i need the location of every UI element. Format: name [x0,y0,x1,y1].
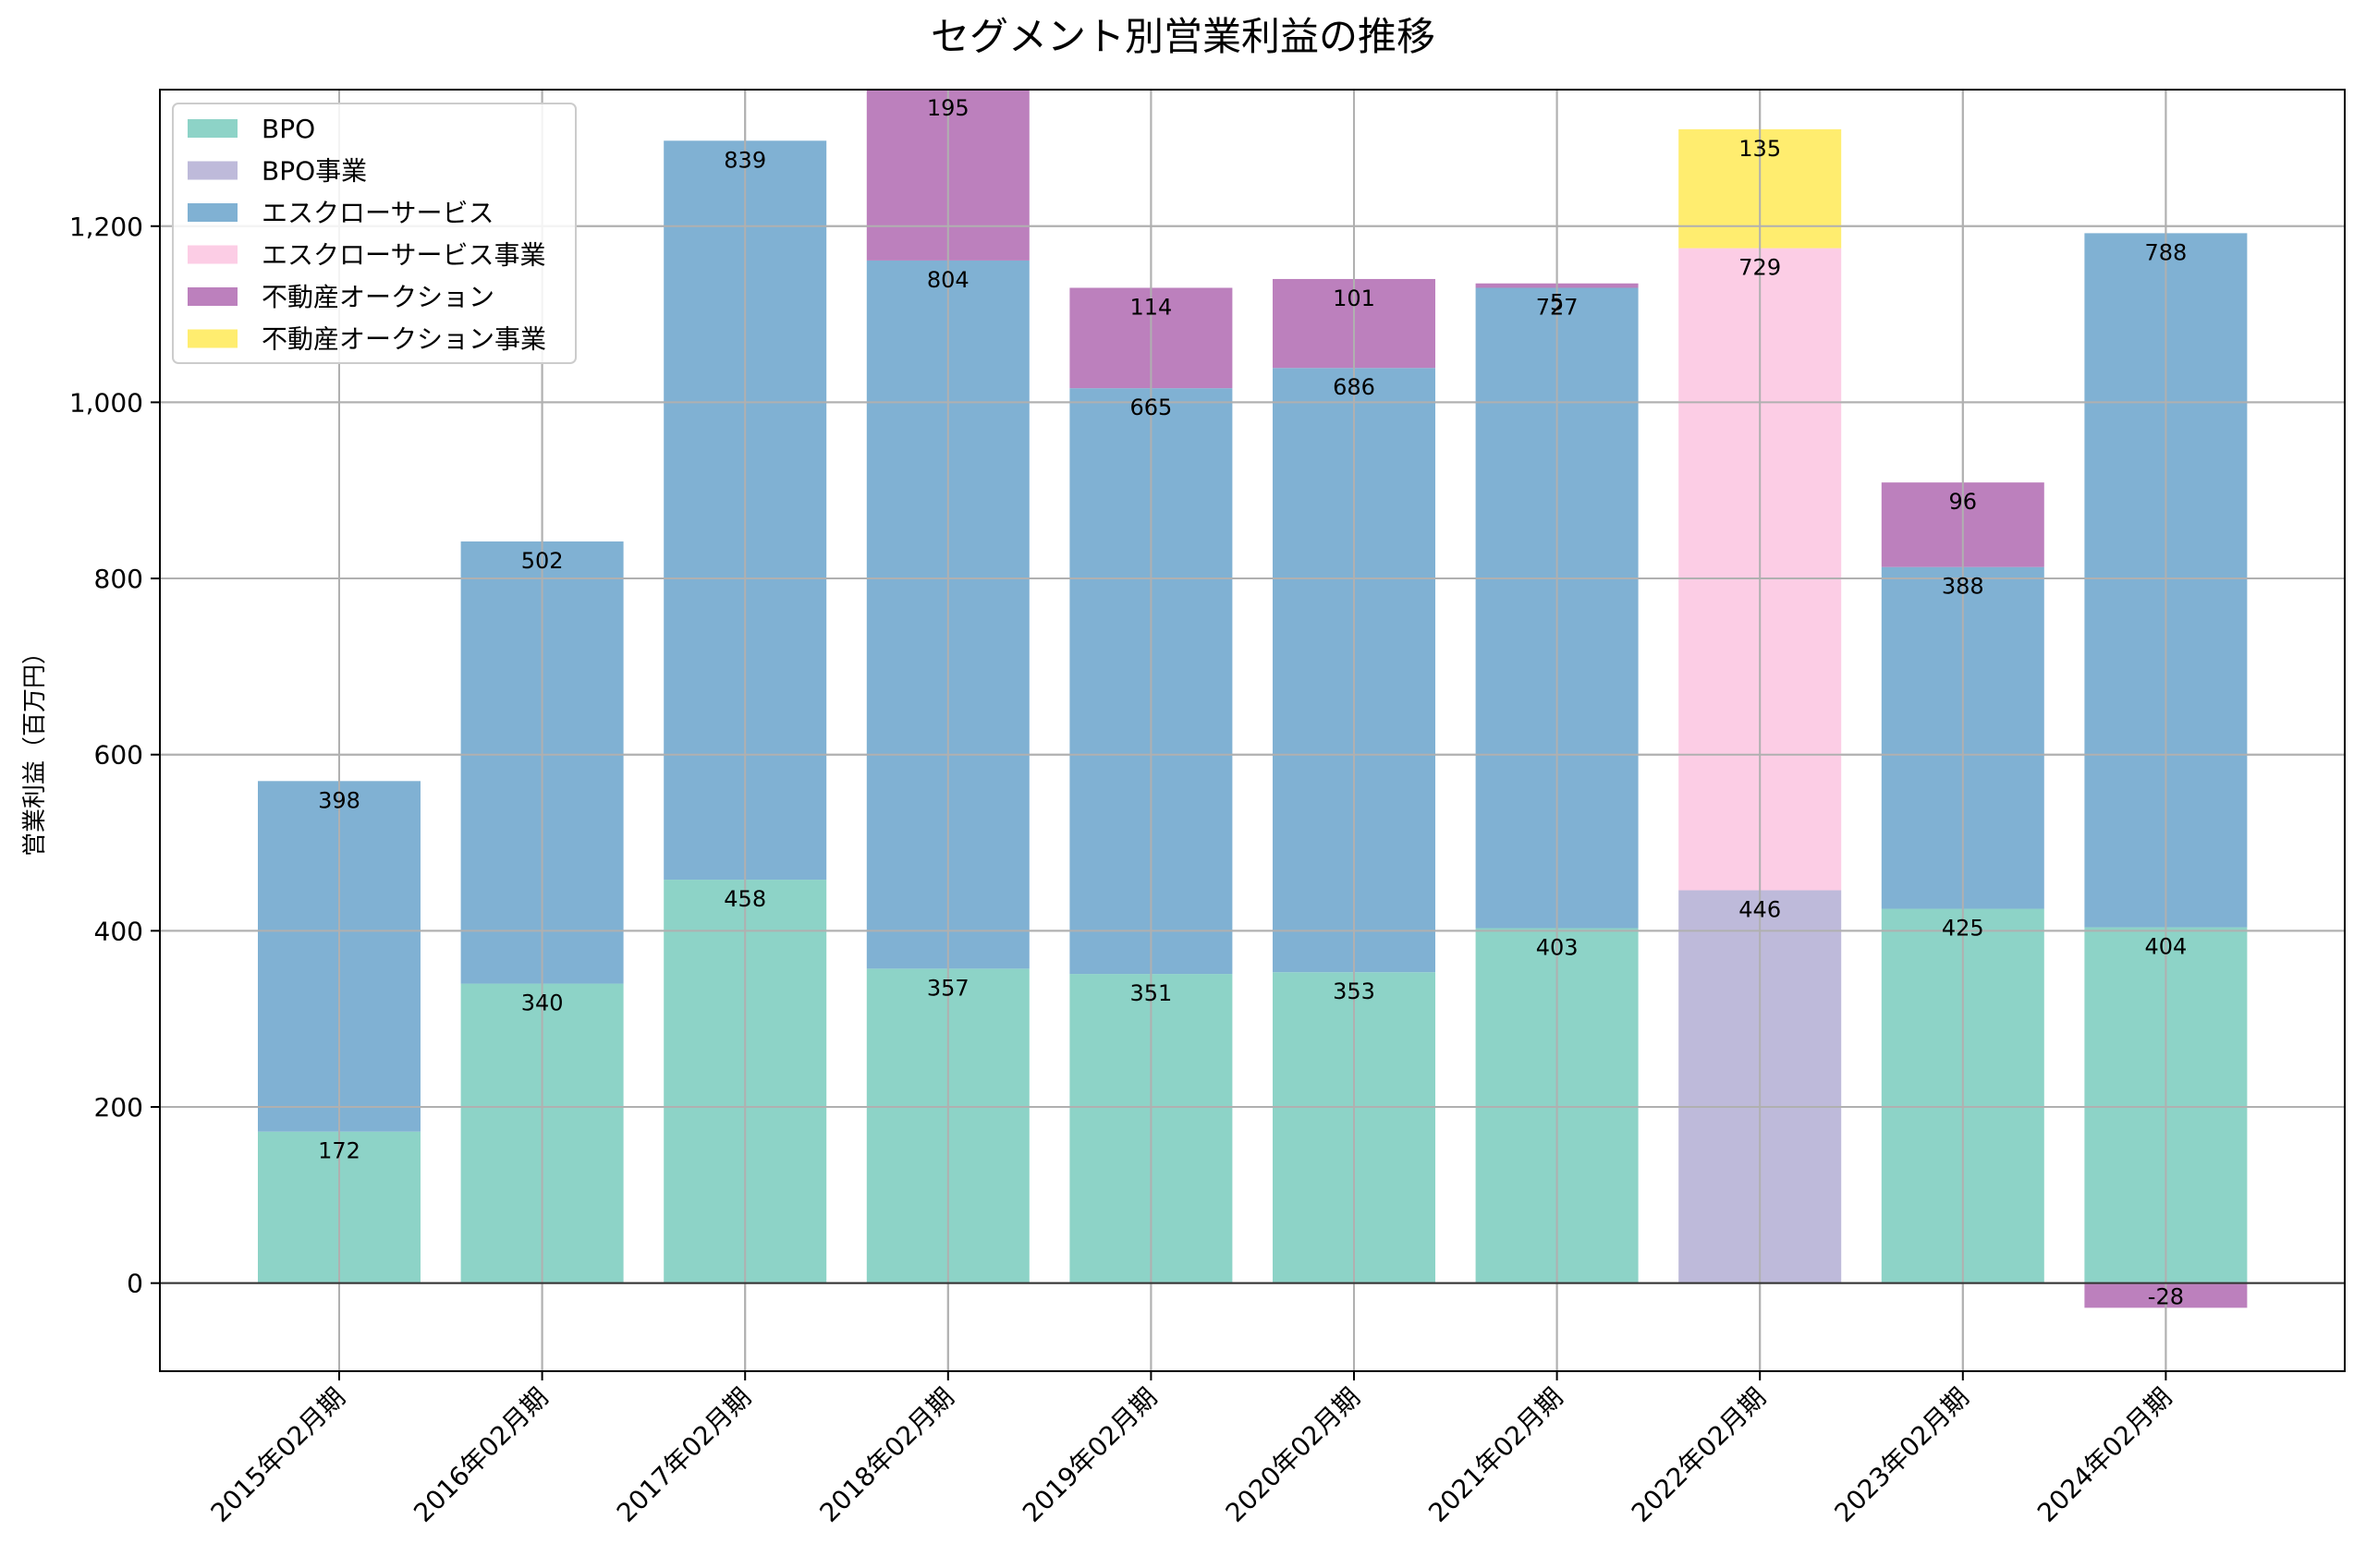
data-label: 172 [318,1138,360,1164]
data-label: 729 [1738,255,1781,281]
data-label: 96 [1949,489,1978,515]
y-tick-label: 600 [94,740,143,771]
data-label: 804 [927,267,970,293]
bars-layer [160,89,2345,1371]
data-labels-layer: 172 340 458 357 351 353 403 425 404 446 398 502 839 8… [318,95,2187,1309]
legend-swatch [188,119,238,138]
legend-label: BPO [262,114,315,144]
data-label: 788 [2144,239,2187,265]
data-label: 458 [724,886,766,912]
data-label: 425 [1942,916,1984,942]
y-tick-label: 1,000 [69,387,143,418]
chart-title: セグメント別営業利益の推移 [931,14,1435,59]
data-label: 388 [1942,574,1984,600]
legend-label: 不動産オークション [262,282,494,312]
y-tick-label: 800 [94,564,143,594]
data-label: 357 [927,975,970,1001]
data-label: 727 [1536,294,1579,320]
legend-label: BPO事業 [262,156,367,187]
axes-frame [159,89,2346,1372]
y-tick-label: 0 [127,1269,143,1299]
data-label: 839 [724,147,766,173]
data-label: 403 [1536,935,1579,961]
data-label: 135 [1738,136,1781,162]
legend-swatch [188,329,238,348]
data-label: 686 [1333,374,1375,400]
data-label: 340 [521,991,564,1016]
y-axis-label: 営業利益（百万円） [21,640,49,857]
legend-swatch [188,161,238,180]
data-label: 404 [2144,934,2187,960]
legend: BPO BPO事業エスクローサービスエスクローサービス事業不動産オークション不動産… [172,103,577,364]
data-label: 665 [1129,395,1172,420]
y-tick-label: 1,200 [69,212,143,242]
legend-label: エスクローサービス事業 [262,240,545,271]
legend-label: エスクローサービス [262,198,494,228]
data-label: 101 [1333,286,1375,311]
legend-swatch [188,245,238,264]
data-label: 353 [1333,978,1375,1004]
data-label: 502 [521,548,564,574]
data-label: 5 [1550,290,1564,316]
data-label: 114 [1129,294,1172,320]
y-tick-label: 400 [94,916,143,946]
legend-box [172,103,577,364]
data-label: 195 [927,95,970,121]
data-label: 446 [1738,897,1781,923]
legend-swatch [188,287,238,306]
legend-label: 不動産オークション事業 [262,324,546,355]
y-tick-label: 200 [94,1092,143,1123]
data-label: 351 [1129,980,1172,1006]
legend-swatch [188,203,238,222]
data-label: 398 [318,787,360,813]
data-label: -28 [2148,1283,2184,1309]
